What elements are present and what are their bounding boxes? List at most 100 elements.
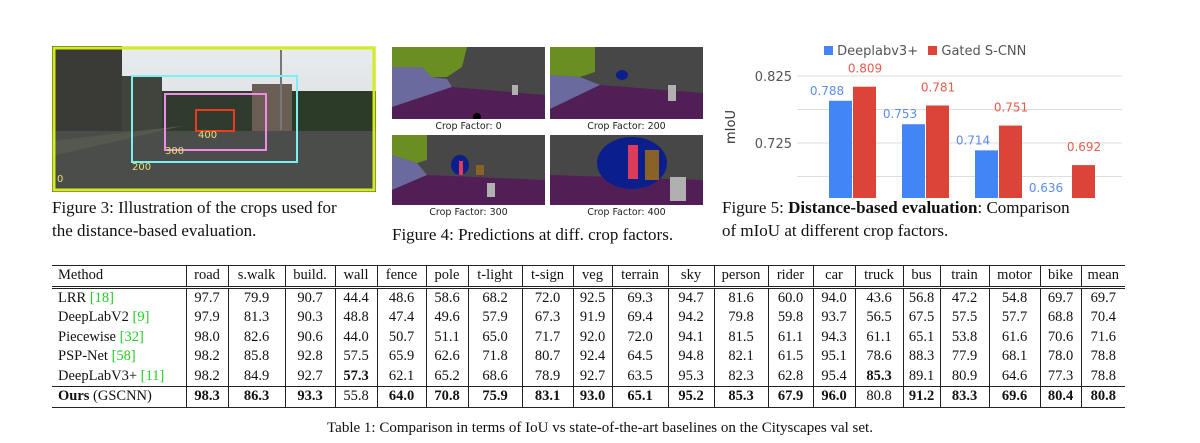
column-header-s-walk: s.walk (227, 266, 285, 287)
iou-cell: 79.9 (227, 287, 285, 308)
crop-box-0 (52, 46, 376, 192)
iou-cell: 88.3 (902, 347, 940, 367)
column-header-car: car (812, 266, 855, 287)
iou-cell: 92.5 (572, 287, 612, 308)
iou-cell: 81.5 (713, 327, 768, 347)
iou-cell: 65.1 (902, 327, 940, 347)
iou-cell: 57.5 (939, 308, 989, 328)
iou-cell: 94.8 (667, 347, 714, 367)
bar-gscnn (1072, 165, 1095, 198)
bar-gscnn (926, 105, 949, 198)
iou-cell: 44.0 (334, 327, 377, 347)
iou-cell: 82.6 (227, 327, 285, 347)
iou-cell: 68.6 (467, 366, 522, 387)
iou-cell: 57.9 (467, 308, 522, 328)
figure-5-caption-line1: Figure 5: Distance-based evaluation: Com… (722, 196, 1070, 219)
iou-cell: 48.8 (334, 308, 377, 328)
iou-cell: 83.3 (939, 386, 989, 407)
iou-cell: 50.7 (376, 327, 426, 347)
iou-cell: 67.9 (767, 386, 813, 407)
iou-cell: 93.7 (812, 308, 855, 328)
iou-cell: 67.3 (521, 308, 573, 328)
iou-cell: 82.1 (713, 347, 768, 367)
figure-5-caption-rest: : Comparison (977, 198, 1070, 217)
iou-cell: 54.8 (988, 287, 1040, 308)
data-label: 0.714 (956, 133, 990, 147)
column-header-wall: wall (334, 266, 377, 287)
iou-cell: 92.7 (284, 366, 335, 387)
iou-cell: 85.3 (854, 366, 903, 387)
column-header-sky: sky (667, 266, 714, 287)
table-row: PSP-Net [58] 98.2 85.8 92.8 57.5 65.9 62.6 71.8… (52, 347, 1125, 367)
citation-link[interactable]: [11] (140, 367, 165, 384)
crop-label-200: 200 (132, 162, 152, 173)
data-label: 0.636 (1029, 181, 1063, 195)
figure-4-caption: Figure 4: Predictions at diff. crop fact… (392, 225, 674, 244)
iou-cell: 59.8 (767, 308, 813, 328)
iou-cell: 92.0 (572, 327, 612, 347)
results-table: Method road s.walk build. wall fence pole t-lig… (52, 265, 1125, 408)
iou-cell: 68.8 (1039, 308, 1081, 328)
bar-deeplab (902, 124, 925, 198)
bar-gscnn (853, 86, 876, 198)
method-cell: LRR [18] (52, 287, 186, 308)
column-header-bus: bus (902, 266, 940, 287)
iou-cell: 57.5 (334, 347, 377, 367)
column-header-t-sign: t-sign (521, 266, 573, 287)
iou-cell: 84.9 (227, 366, 285, 387)
iou-cell: 56.8 (902, 287, 940, 308)
bar-deeplab (829, 100, 852, 198)
iou-cell: 78.0 (1039, 347, 1081, 367)
data-label: 0.781 (921, 80, 955, 94)
iou-cell: 62.8 (767, 366, 813, 387)
y-tick-label: 0.825 (755, 70, 792, 85)
iou-cell: 78.8 (1080, 366, 1125, 387)
iou-cell: 78.6 (854, 347, 903, 367)
table-row: Ours (GSCNN) 98.3 86.3 93.3 55.8 64.0 70.8 75.9… (52, 386, 1125, 407)
iou-cell: 93.3 (284, 386, 335, 407)
iou-cell: 86.3 (227, 386, 285, 407)
iou-cell: 80.8 (1080, 386, 1125, 407)
iou-cell: 90.7 (284, 287, 335, 308)
crop-label-0: 0 (57, 174, 64, 185)
iou-cell: 90.3 (284, 308, 335, 328)
iou-cell: 64.6 (988, 366, 1040, 387)
figure-4-label-400: Crop Factor: 400 (587, 207, 666, 218)
column-header-person: person (713, 266, 768, 287)
iou-cell: 80.9 (939, 366, 989, 387)
iou-cell: 72.0 (611, 327, 668, 347)
method-name: Piecewise (58, 328, 116, 345)
figure-4-panel-400 (550, 135, 703, 210)
iou-cell: 95.2 (667, 386, 714, 407)
iou-cell: 75.9 (467, 386, 522, 407)
column-header-train: train (939, 266, 989, 287)
data-label: 0.751 (994, 101, 1028, 115)
iou-cell: 57.3 (334, 366, 377, 387)
iou-cell: 70.4 (1080, 308, 1125, 328)
crop-box-200 (131, 75, 298, 163)
iou-cell: 78.8 (1080, 347, 1125, 367)
citation-link[interactable]: [9] (132, 309, 150, 326)
iou-cell: 81.6 (713, 287, 768, 308)
iou-cell: 92.7 (572, 366, 612, 387)
iou-cell: 49.6 (425, 308, 468, 328)
citation-link[interactable]: [32] (119, 328, 144, 345)
iou-cell: 68.1 (988, 347, 1040, 367)
iou-cell: 69.3 (611, 287, 668, 308)
figure-4-label-300: Crop Factor: 300 (429, 207, 508, 218)
data-label: 0.753 (883, 107, 917, 121)
iou-cell: 94.0 (812, 287, 855, 308)
iou-cell: 61.5 (767, 347, 813, 367)
citation-link[interactable]: [58] (111, 348, 136, 365)
iou-cell: 64.0 (376, 386, 426, 407)
figure-4-label-0: Crop Factor: 0 (435, 121, 502, 132)
iou-cell: 61.1 (767, 327, 813, 347)
iou-cell: 95.1 (812, 347, 855, 367)
iou-cell: 79.8 (713, 308, 768, 328)
iou-cell: 98.0 (185, 327, 228, 347)
citation-link[interactable]: [18] (89, 289, 114, 306)
iou-cell: 80.4 (1039, 386, 1081, 407)
iou-cell: 62.1 (376, 366, 426, 387)
iou-cell: 97.7 (185, 287, 228, 308)
iou-cell: 71.8 (467, 347, 522, 367)
